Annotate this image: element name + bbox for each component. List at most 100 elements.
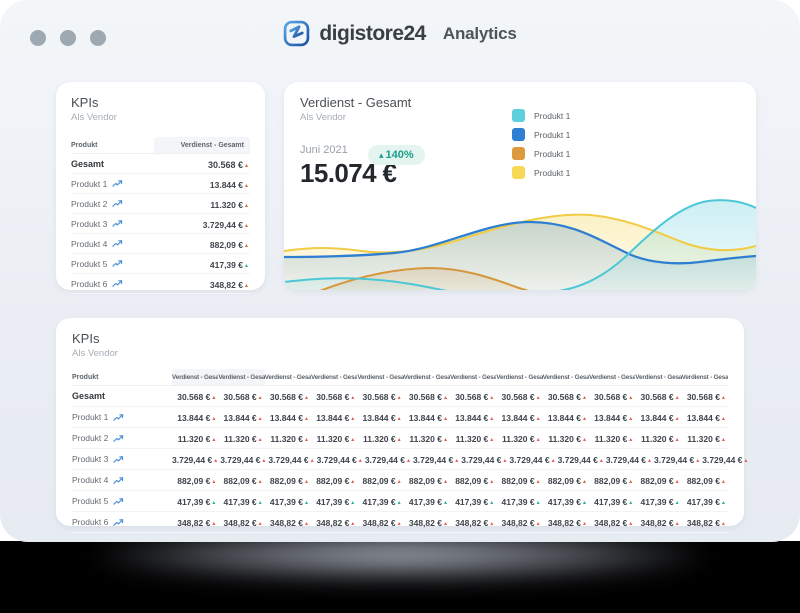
column-header-value[interactable]: Verdienst - Gesamt	[154, 137, 250, 153]
table-row[interactable]: Produkt 1 13.844 € ▴ 13.844 € ▴ 13.844 € ▴ 13.…	[72, 407, 728, 428]
kpi-bottom-rows: Gesamt 30.568 € ▴ 30.568 € ▴ 30.568 € ▴ 30.568 …	[72, 386, 747, 533]
column-header-value[interactable]: Verdienst - Gesamt	[403, 374, 450, 381]
legend-item[interactable]: Produkt 1	[512, 106, 570, 125]
trend-down-icon: ▴	[721, 479, 725, 485]
row-value: 417,39 €	[686, 497, 720, 507]
table-cell: 11.320 € ▴	[218, 429, 264, 447]
table-cell: 30.568 € ▴	[218, 387, 264, 405]
row-label: Produkt 3	[72, 454, 109, 464]
column-header-value[interactable]: Verdienst - Gesamt	[264, 374, 311, 381]
table-row[interactable]: Produkt 3 3.729,44 € ▴	[71, 214, 250, 234]
column-header-value[interactable]: Verdienst - Gesamt	[496, 374, 543, 381]
column-header-value[interactable]: Verdienst - Gesamt	[681, 374, 728, 381]
row-value: 3.729,44 €	[172, 455, 213, 465]
card-subtitle: Als Vendor	[300, 112, 346, 123]
trend-down-icon: ▴	[304, 395, 308, 401]
row-label: Gesamt	[72, 391, 106, 401]
trend-down-icon: ▴	[675, 521, 679, 527]
table-cell: 417,39 € ▴	[496, 492, 542, 510]
row-value: 3.729,44 €	[364, 455, 405, 465]
trend-down-icon: ▴	[721, 437, 725, 443]
sparkline-icon[interactable]	[113, 476, 124, 485]
table-row[interactable]: Gesamt 30.568 € ▴	[71, 154, 250, 174]
app-title: digistore24 Analytics	[0, 20, 800, 47]
column-header-value[interactable]: Verdienst - Gesamt	[635, 374, 682, 381]
table-cell: 3.729,44 € ▴	[606, 450, 654, 468]
row-value: 3.729,44 €	[202, 219, 243, 230]
row-label-cell: Produkt 4	[72, 475, 172, 485]
row-value: 11.320 €	[224, 434, 257, 444]
window-control-dot[interactable]	[90, 30, 106, 46]
window-control-dot[interactable]	[30, 30, 46, 46]
sparkline-icon[interactable]	[112, 219, 123, 228]
trend-down-icon: ▴	[351, 416, 355, 422]
sparkline-icon[interactable]	[112, 199, 123, 208]
trend-down-icon: ▴	[629, 395, 633, 401]
row-value: 11.320 €	[548, 434, 581, 444]
table-cell: 3.729,44 € ▴	[413, 450, 461, 468]
table-cell: 882,09 € ▴	[172, 471, 218, 489]
trend-up-icon: ▴	[351, 500, 355, 506]
area-chart[interactable]	[284, 190, 756, 290]
table-cell: 417,39 € ▴	[450, 492, 496, 510]
row-value: 417,39 €	[640, 497, 674, 507]
sparkline-icon[interactable]	[113, 455, 124, 464]
table-row[interactable]: Gesamt 30.568 € ▴ 30.568 € ▴ 30.568 € ▴ 30.568 …	[72, 386, 728, 407]
table-row[interactable]: Produkt 4 882,09 € ▴ 882,09 € ▴ 882,09 € ▴ 882…	[72, 470, 728, 491]
trend-down-icon: ▴	[536, 416, 540, 422]
sparkline-icon[interactable]	[113, 434, 124, 443]
table-cell: 13.844 € ▴	[543, 408, 589, 426]
table-cell: 348,82 € ▴	[682, 513, 728, 531]
column-header-value[interactable]: Verdienst - Gesamt	[172, 369, 219, 385]
row-label-cell: Produkt 3	[72, 454, 172, 464]
table-row[interactable]: Produkt 2 11.320 € ▴	[71, 194, 250, 214]
table-row[interactable]: Produkt 1 13.844 € ▴	[71, 174, 250, 194]
row-label: Produkt 5	[72, 496, 109, 506]
row-value: 13.844 €	[223, 413, 257, 423]
table-cell: 417,39 € ▴	[265, 492, 311, 510]
table-row[interactable]: Produkt 6 348,82 € ▴	[71, 274, 250, 294]
trend-down-icon: ▴	[304, 416, 308, 422]
table-row[interactable]: Produkt 4 882,09 € ▴	[71, 234, 250, 254]
legend-item[interactable]: Produkt 1	[512, 144, 570, 163]
legend-item[interactable]: Produkt 1	[512, 163, 570, 182]
row-value: 348,82 €	[362, 518, 396, 528]
sparkline-icon[interactable]	[112, 279, 123, 288]
table-cell: 348,82 € ▴	[635, 513, 681, 531]
legend-item[interactable]: Produkt 1	[512, 125, 570, 144]
sparkline-icon[interactable]	[112, 259, 123, 268]
trend-down-icon: ▴	[443, 416, 447, 422]
column-header-value[interactable]: Verdienst - Gesamt	[218, 369, 265, 385]
window-control-dot[interactable]	[60, 30, 76, 46]
column-header-value[interactable]: Verdienst - Gesamt	[310, 374, 358, 381]
row-label: Produkt 4	[72, 475, 109, 485]
table-cell: 11.320 € ▴	[589, 429, 635, 447]
trend-up-icon: ▴	[721, 500, 725, 506]
table-cell: 3.729,44 € ▴	[365, 450, 413, 468]
legend-label: Produkt 1	[534, 110, 571, 121]
table-row[interactable]: Produkt 2 11.320 € ▴ 11.320 € ▴ 11.320 € ▴ 11.…	[72, 428, 728, 449]
sparkline-icon[interactable]	[113, 413, 124, 422]
sparkline-icon[interactable]	[112, 239, 123, 248]
legend-label: Produkt 1	[534, 148, 571, 159]
trend-down-icon: ▴	[675, 416, 679, 422]
column-header-value[interactable]: Verdienst - Gesamt	[588, 374, 636, 381]
sparkline-icon[interactable]	[113, 497, 124, 506]
trend-down-icon: ▴	[490, 521, 494, 527]
trend-down-icon: ▴	[212, 479, 216, 485]
table-row[interactable]: Produkt 5 417,39 € ▴ 417,39 € ▴ 417,39 € ▴ 417…	[72, 491, 728, 512]
row-value: 30.568 €	[362, 392, 396, 402]
column-header-value[interactable]: Verdienst - Gesamt	[357, 374, 404, 381]
table-cell: 882,09 € ▴	[543, 471, 589, 489]
table-row[interactable]: Produkt 3 3.729,44 € ▴ 3.729,44 € ▴ 3.729,44…	[72, 449, 747, 470]
table-cell: 417,39 € ▴	[404, 492, 450, 510]
column-header-value[interactable]: Verdienst - Gesamt	[449, 374, 497, 381]
row-value: 13.844 €	[269, 413, 303, 423]
row-value: 417,39 €	[223, 497, 257, 507]
trend-down-icon: ▴	[244, 162, 248, 169]
sparkline-icon[interactable]	[113, 518, 124, 527]
column-header-value[interactable]: Verdienst - Gesamt	[542, 374, 589, 381]
table-row[interactable]: Produkt 5 417,39 € ▴	[71, 254, 250, 274]
sparkline-icon[interactable]	[112, 179, 123, 188]
table-row[interactable]: Produkt 6 348,82 € ▴ 348,82 € ▴ 348,82 € ▴ 348…	[72, 512, 728, 533]
